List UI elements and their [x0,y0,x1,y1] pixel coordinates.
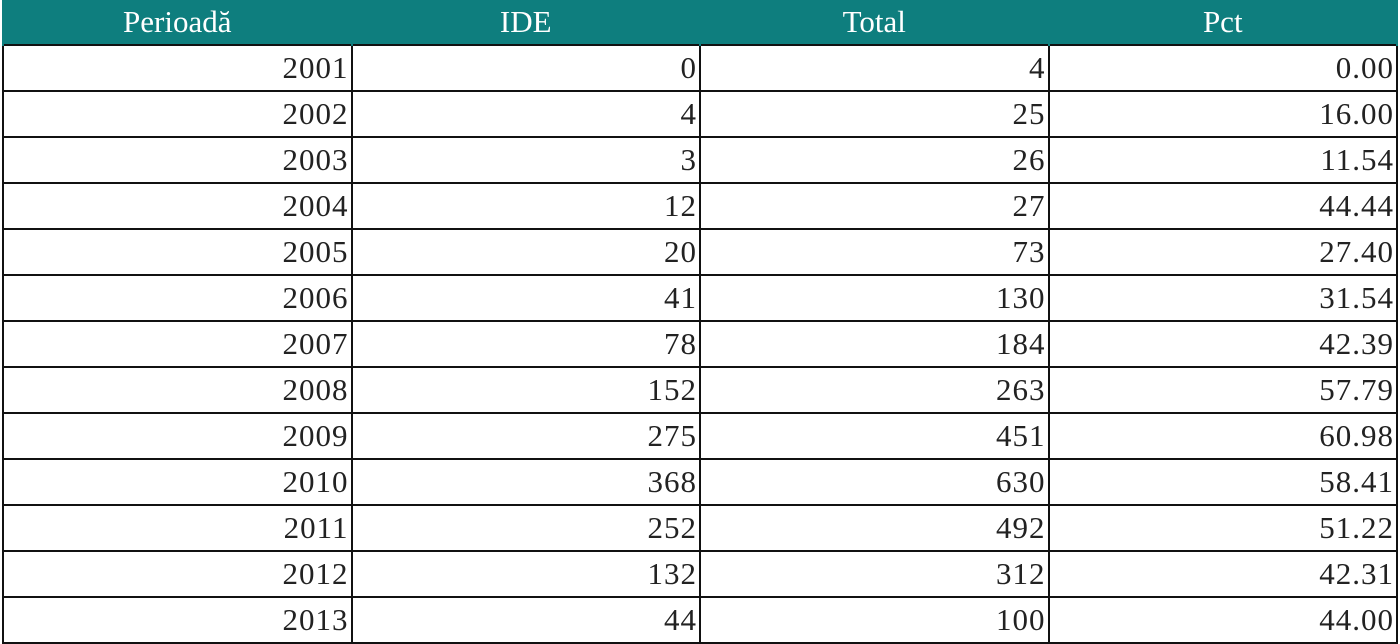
table-row: 2007 78 184 42.39 [2,320,1398,368]
table-cell: 20 [350,228,701,276]
table-cell: 263 [699,366,1050,414]
table-cell: 2009 [2,412,353,460]
header-cell: Perioadă [2,0,353,45]
table-header: Perioadă IDE Total Pct [2,0,1398,45]
table-cell: 44.44 [1047,182,1398,230]
table-cell: 275 [350,412,701,460]
header-cell: IDE [350,0,701,45]
table-cell: 16.00 [1047,90,1398,138]
table-cell: 2006 [2,274,353,322]
table-cell: 368 [350,458,701,506]
table-cell: 2005 [2,228,353,276]
table-row: 2003 3 26 11.54 [2,136,1398,184]
table-cell: 2013 [2,596,353,644]
table-row: 2011 252 492 51.22 [2,504,1398,552]
table-cell: 73 [699,228,1050,276]
table-cell: 152 [350,366,701,414]
table-cell: 51.22 [1047,504,1398,552]
table-cell: 57.79 [1047,366,1398,414]
table-cell: 130 [699,274,1050,322]
table-cell: 60.98 [1047,412,1398,460]
table-cell: 41 [350,274,701,322]
table-cell: 27 [699,182,1050,230]
table-cell: 25 [699,90,1050,138]
table-cell: 2007 [2,320,353,368]
table-cell: 44.00 [1047,596,1398,644]
table-cell: 2001 [2,44,353,92]
table-cell: 132 [350,550,701,598]
table-cell: 3 [350,136,701,184]
table-cell: 0.00 [1047,44,1398,92]
table-row: 2004 12 27 44.44 [2,182,1398,230]
table-cell: 26 [699,136,1050,184]
table-cell: 184 [699,320,1050,368]
table-cell: 2003 [2,136,353,184]
header-cell: Total [699,0,1050,45]
table-cell: 2002 [2,90,353,138]
table-cell: 2012 [2,550,353,598]
table-row: 2012 132 312 42.31 [2,550,1398,598]
header-cell: Pct [1047,0,1398,45]
table-cell: 2008 [2,366,353,414]
table-cell: 2004 [2,182,353,230]
table-cell: 78 [350,320,701,368]
table-cell: 2010 [2,458,353,506]
table-row: 2002 4 25 16.00 [2,90,1398,138]
table-cell: 4 [350,90,701,138]
table-cell: 4 [699,44,1050,92]
table-row: 2013 44 100 44.00 [2,596,1398,644]
table-cell: 492 [699,504,1050,552]
table-row: 2006 41 130 31.54 [2,274,1398,322]
header-row: Perioadă IDE Total Pct [2,0,1398,45]
table-row: 2005 20 73 27.40 [2,228,1398,276]
table-cell: 312 [699,550,1050,598]
table-body: 2001 0 4 0.00 2002 4 25 16.00 2003 3 26 11.54 2004 12… [2,44,1398,644]
table-row: 2010 368 630 58.41 [2,458,1398,506]
table-cell: 12 [350,182,701,230]
table-cell: 2011 [2,504,353,552]
table-row: 2001 0 4 0.00 [2,44,1398,92]
table-cell: 27.40 [1047,228,1398,276]
table-cell: 11.54 [1047,136,1398,184]
table-row: 2008 152 263 57.79 [2,366,1398,414]
table-row: 2009 275 451 60.98 [2,412,1398,460]
table-cell: 42.39 [1047,320,1398,368]
table-cell: 100 [699,596,1050,644]
table-cell: 451 [699,412,1050,460]
table-cell: 0 [350,44,701,92]
table-cell: 31.54 [1047,274,1398,322]
table-cell: 630 [699,458,1050,506]
table-cell: 44 [350,596,701,644]
table-cell: 42.31 [1047,550,1398,598]
table-cell: 58.41 [1047,458,1398,506]
table-cell: 252 [350,504,701,552]
